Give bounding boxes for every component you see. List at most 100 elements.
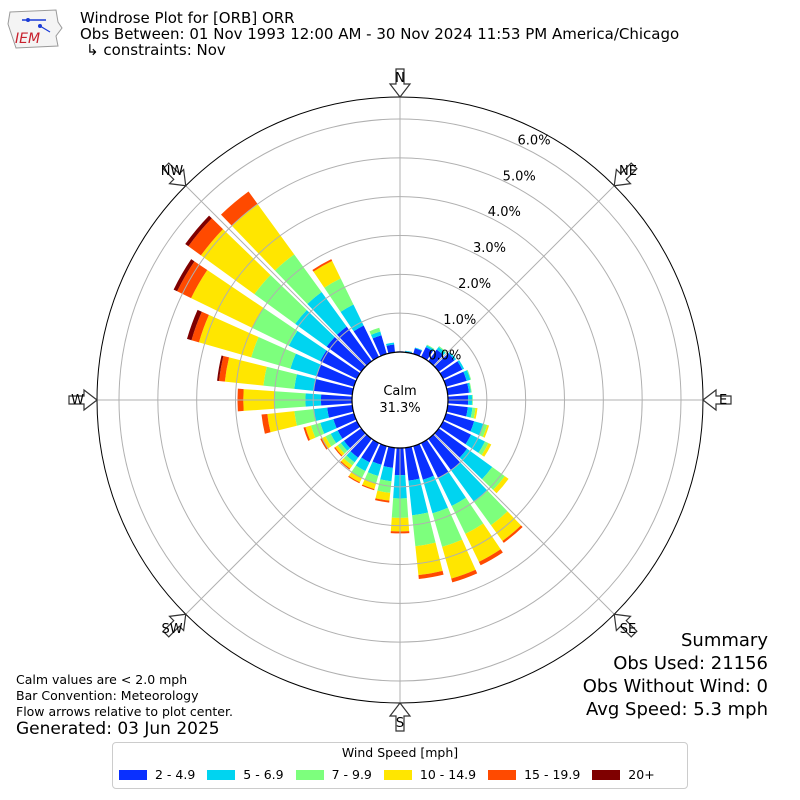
wind-bar-segment	[340, 440, 351, 451]
legend-swatch	[383, 769, 412, 780]
wind-bar-segment	[336, 326, 372, 366]
wind-bar-segment	[446, 405, 468, 417]
wind-bar-segment	[408, 478, 429, 516]
legend-items: 2 - 4.9 5 - 6.9 7 - 9.9 10 - 14.9 15 - 1…	[119, 767, 667, 782]
wind-bar-segment	[370, 331, 382, 339]
wind-bar-segment	[443, 413, 475, 432]
iem-logo-graphic: IEM	[7, 9, 63, 49]
wind-bar-segment	[434, 428, 468, 458]
wind-bar-segment	[320, 350, 361, 379]
radial-tick-label: 4.0%	[488, 205, 521, 220]
wind-bar-segment	[320, 438, 329, 450]
legend-swatch	[207, 769, 236, 780]
wind-bar-segment	[451, 497, 484, 534]
legend-item: 2 - 4.9	[119, 767, 195, 782]
legend-label: 15 - 19.9	[524, 767, 581, 782]
wind-bar-segment	[173, 259, 195, 292]
wind-bar-segment	[418, 570, 444, 580]
summary-heading: Summary	[681, 630, 768, 651]
wind-bar-segment	[333, 413, 357, 429]
wind-bar-segment	[191, 270, 264, 328]
wind-bar-segment	[436, 347, 446, 356]
wind-bar-segment	[467, 382, 471, 393]
wind-bar-segment	[355, 457, 370, 472]
wind-bar-segment	[478, 549, 503, 566]
wind-bar-segment	[386, 344, 395, 354]
wind-bar-segment	[466, 407, 473, 418]
legend-swatch	[295, 769, 324, 780]
wind-bar-segment	[482, 425, 490, 438]
wind-bar-segment	[220, 191, 258, 226]
wind-bar-segment	[479, 423, 488, 437]
wind-bar-segment	[438, 346, 447, 353]
calm-percent-label: 31.3%	[379, 401, 420, 416]
wind-bar-segment	[348, 471, 362, 483]
flow-arrow-icon	[68, 388, 98, 412]
flow-arrow-icon	[162, 162, 187, 187]
legend-item: 7 - 9.9	[295, 767, 372, 782]
wind-bar-segment	[324, 278, 354, 312]
wind-bar-segment	[473, 490, 508, 526]
wind-bar-segment	[434, 353, 455, 372]
wind-bar-segment	[414, 347, 423, 351]
plot-title: Windrose Plot for [ORB] ORR	[80, 9, 295, 27]
wind-bar-segment	[343, 428, 366, 449]
wind-bar-segment	[313, 407, 329, 422]
wind-bar-segment	[448, 351, 457, 361]
radial-tick-label: 5.0%	[503, 169, 536, 184]
wind-bar-segment	[457, 360, 465, 370]
wind-bar-segment	[415, 542, 443, 576]
wind-bar-segment	[451, 569, 478, 583]
legend-item: 15 - 19.9	[488, 767, 580, 782]
legend-label: 2 - 4.9	[155, 767, 196, 782]
wind-bar-segment	[383, 446, 395, 468]
wind-bar-segment	[372, 443, 387, 465]
wind-bar-segment	[478, 441, 489, 456]
wind-bar-segment	[290, 353, 321, 377]
compass-label: E	[719, 393, 727, 408]
wind-bar-segment	[305, 425, 316, 441]
logo-text: IEM	[15, 31, 40, 47]
compass-label: S	[396, 716, 404, 731]
wind-bar-segment	[463, 370, 471, 381]
legend-swatch	[592, 769, 621, 780]
wind-bar-segment	[459, 448, 493, 480]
wind-bar-segment	[361, 484, 375, 491]
wind-bar-segment	[217, 355, 224, 381]
wind-bar-segment	[439, 361, 463, 379]
wind-bar-segment	[198, 314, 259, 358]
wind-bar-segment	[341, 458, 353, 469]
wind-bar-segment	[473, 407, 478, 419]
wind-bar-segment	[261, 413, 271, 434]
wind-bar-segment	[426, 344, 435, 350]
wind-bar-segment	[325, 433, 337, 447]
legend-item: 10 - 14.9	[383, 767, 477, 782]
wind-bar-segment	[362, 479, 377, 490]
radial-tick-label: 6.0%	[518, 133, 551, 148]
wind-bar-segment	[361, 439, 379, 463]
wind-bar-segment	[422, 475, 448, 514]
wind-bar-segment	[274, 254, 322, 305]
wind-bar-segment	[442, 539, 476, 579]
calm-circle	[351, 351, 449, 449]
summary-block: Summary Obs Used: 21156 Obs Without Wind…	[583, 629, 768, 721]
wind-bar-segment	[380, 466, 393, 482]
radial-tick-label: 0.0%	[428, 349, 461, 364]
wind-bar-segment	[386, 342, 395, 346]
wind-bar-segment	[421, 347, 433, 361]
wind-bar-segment	[470, 407, 476, 419]
wind-bar-segment	[321, 436, 332, 449]
legend-swatch	[119, 769, 147, 780]
wind-bar-segment	[316, 364, 357, 387]
wind-bar-segment	[307, 292, 347, 335]
compass-label: NW	[161, 164, 184, 179]
wind-bar-segment	[412, 512, 436, 547]
wind-bar-segment	[186, 309, 202, 341]
flow-arrow-icon	[162, 613, 187, 638]
angular-gridline	[185, 433, 367, 615]
wind-bar-segment	[446, 383, 469, 395]
wind-bar-segment	[375, 490, 391, 501]
legend-label: 10 - 14.9	[419, 767, 477, 782]
windrose-arrows	[68, 68, 732, 732]
wind-bar-segment	[231, 204, 295, 271]
